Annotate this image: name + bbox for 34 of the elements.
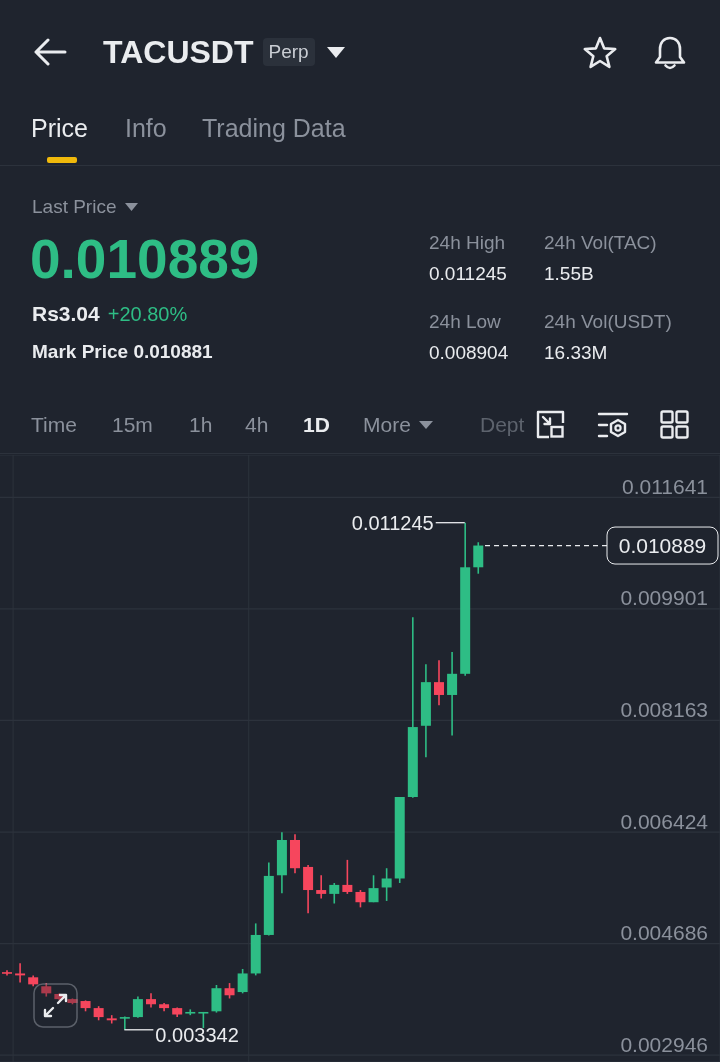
text: 1h (189, 412, 213, 438)
text: Trading Data (202, 113, 346, 143)
annotation: 0.011245 (351, 511, 434, 534)
text: Dept (480, 412, 525, 438)
text: 1.55B (544, 262, 594, 286)
text: More (363, 413, 411, 437)
y-tick-label: 0.004686 (620, 921, 708, 945)
text: +20.80% (107, 302, 188, 326)
text: 0.011245 (429, 262, 507, 286)
text: 16.33M (544, 341, 608, 365)
annotation: 0.003342 (155, 1023, 239, 1046)
y-tick-label: 0.009901 (620, 586, 708, 610)
y-tick-label: 0.011641 (621, 474, 708, 498)
y-tick-label: 0.008163 (620, 697, 708, 721)
text: 0.010889 (30, 227, 260, 292)
text: 1D (303, 412, 330, 438)
text: 4h (245, 412, 269, 438)
text: 24h High (429, 231, 506, 255)
text: Last Price (32, 196, 117, 218)
text: Rs3.04 (32, 302, 100, 326)
text: Time (31, 412, 77, 438)
text: Price (31, 113, 88, 143)
chart-title: TACUSDT (103, 33, 254, 71)
text: Info (125, 113, 167, 143)
badge: Perp (262, 38, 315, 66)
text: 24h Low (429, 310, 501, 334)
y-tick-label: 0.006424 (620, 809, 709, 833)
text: Mark Price 0.010881 (32, 340, 213, 364)
ref-line-label: 0.010889 (618, 534, 707, 558)
y-tick-label: 0.002946 (620, 1032, 708, 1056)
text: 15m (112, 412, 153, 438)
text: 24h Vol(TAC) (544, 231, 657, 255)
text: 0.008904 (429, 341, 509, 365)
text: 24h Vol(USDT) (544, 310, 672, 334)
